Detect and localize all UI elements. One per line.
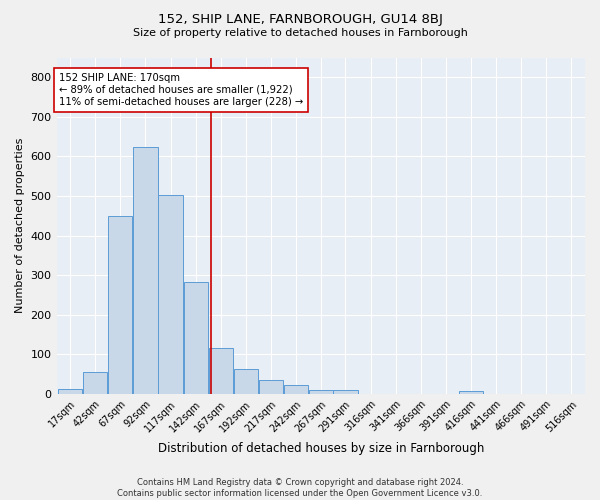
- Bar: [284, 385, 308, 394]
- Bar: [133, 146, 158, 394]
- Bar: [333, 390, 358, 394]
- Text: Size of property relative to detached houses in Farnborough: Size of property relative to detached ho…: [133, 28, 467, 38]
- Bar: [234, 369, 258, 394]
- Text: 152, SHIP LANE, FARNBOROUGH, GU14 8BJ: 152, SHIP LANE, FARNBOROUGH, GU14 8BJ: [158, 12, 442, 26]
- Bar: [309, 390, 334, 394]
- Bar: [83, 372, 107, 394]
- Bar: [209, 348, 233, 394]
- Text: Contains HM Land Registry data © Crown copyright and database right 2024.
Contai: Contains HM Land Registry data © Crown c…: [118, 478, 482, 498]
- Text: 152 SHIP LANE: 170sqm
← 89% of detached houses are smaller (1,922)
11% of semi-d: 152 SHIP LANE: 170sqm ← 89% of detached …: [59, 74, 303, 106]
- Bar: [108, 216, 133, 394]
- X-axis label: Distribution of detached houses by size in Farnborough: Distribution of detached houses by size …: [158, 442, 484, 455]
- Bar: [58, 389, 82, 394]
- Bar: [459, 390, 483, 394]
- Bar: [158, 195, 183, 394]
- Y-axis label: Number of detached properties: Number of detached properties: [15, 138, 25, 314]
- Bar: [259, 380, 283, 394]
- Bar: [184, 282, 208, 394]
